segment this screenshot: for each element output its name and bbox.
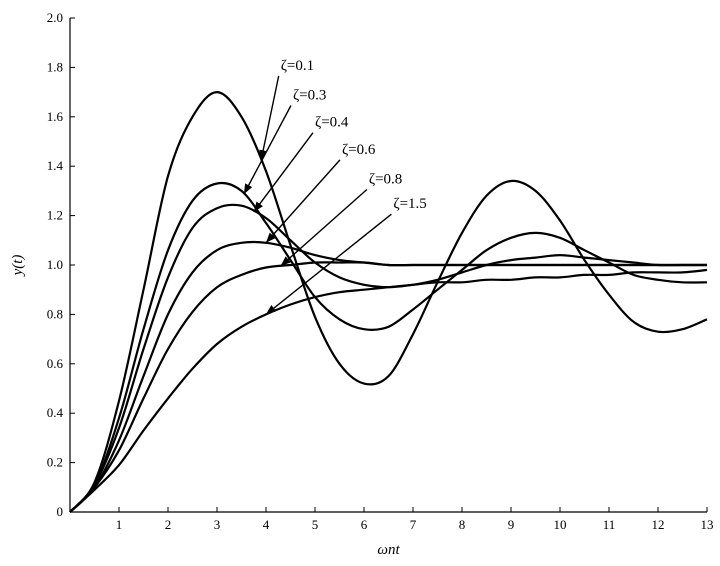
y-tick-label: 1.8 — [47, 59, 63, 74]
x-axis-title: ωnt — [377, 542, 400, 558]
series-line-5 — [69, 268, 708, 513]
annotation-label: ζ=1.5 — [393, 196, 426, 212]
y-tick-label: 0.6 — [47, 356, 64, 371]
y-tick-label: 1.0 — [47, 257, 63, 272]
y-tick-label: 0.2 — [47, 455, 63, 470]
x-tick-label: 3 — [214, 517, 221, 532]
x-tick-label: 6 — [361, 517, 368, 532]
x-tick-label: 9 — [508, 517, 515, 532]
x-tick-label: 11 — [603, 517, 616, 532]
y-tick-label: 1.2 — [47, 208, 63, 223]
annotation-arrowhead — [253, 201, 263, 212]
annotations: ζ=0.1 ζ=0.3 ζ=0.4 ζ=0.6 ζ=0.8 ζ=1.5 — [243, 58, 427, 315]
y-tick-label: 0.4 — [47, 405, 64, 420]
x-tick-label: 13 — [701, 517, 714, 532]
annotation-arrowhead — [259, 149, 268, 161]
annotation-arrowhead — [266, 232, 276, 243]
annotation-arrowhead — [266, 305, 277, 315]
x-tick-label: 2 — [165, 517, 172, 532]
y-tick-label: 0 — [57, 504, 64, 519]
x-tick-label: 4 — [263, 517, 270, 532]
y-tick-label: 2.0 — [47, 10, 63, 25]
series-line-2 — [69, 203, 707, 513]
series-line-0 — [69, 91, 708, 513]
annotation-arrow-line — [265, 213, 392, 315]
annotation-label: ζ=0.1 — [281, 58, 314, 74]
x-tick-label: 12 — [652, 517, 665, 532]
annotation-arrow-line — [243, 105, 292, 195]
x-tick-label: 7 — [410, 517, 417, 532]
annotation-label: ζ=0.3 — [293, 88, 326, 104]
y-tick-label: 1.6 — [47, 109, 64, 124]
x-tick-label: 8 — [459, 517, 466, 532]
annotation-label: ζ=0.8 — [369, 171, 402, 187]
annotation-arrowhead — [243, 183, 253, 195]
y-tick-label: 0.8 — [47, 306, 63, 321]
series-line-4 — [69, 261, 707, 513]
x-tick-label: 1 — [116, 517, 123, 532]
annotation-arrowhead — [280, 256, 291, 266]
y-tick-label: 1.4 — [47, 158, 64, 173]
y-axis-title: y(t) — [10, 255, 26, 278]
x-tick-label: 10 — [554, 517, 567, 532]
series-lines — [69, 91, 708, 513]
annotation-arrow-line — [260, 75, 280, 161]
series-line-1 — [69, 181, 708, 513]
annotation-arrow-line — [280, 188, 368, 267]
annotation-label: ζ=0.4 — [315, 115, 349, 131]
ticks: 1 2 3 4 5 6 7 8 9 10 11 12 1300.20.40.60.81.01.21.41… — [47, 10, 714, 532]
annotation-arrow-line — [265, 159, 341, 244]
annotation-label: ζ=0.6 — [342, 142, 376, 158]
annotation-arrow-line — [253, 132, 314, 213]
x-tick-label: 5 — [312, 517, 319, 532]
